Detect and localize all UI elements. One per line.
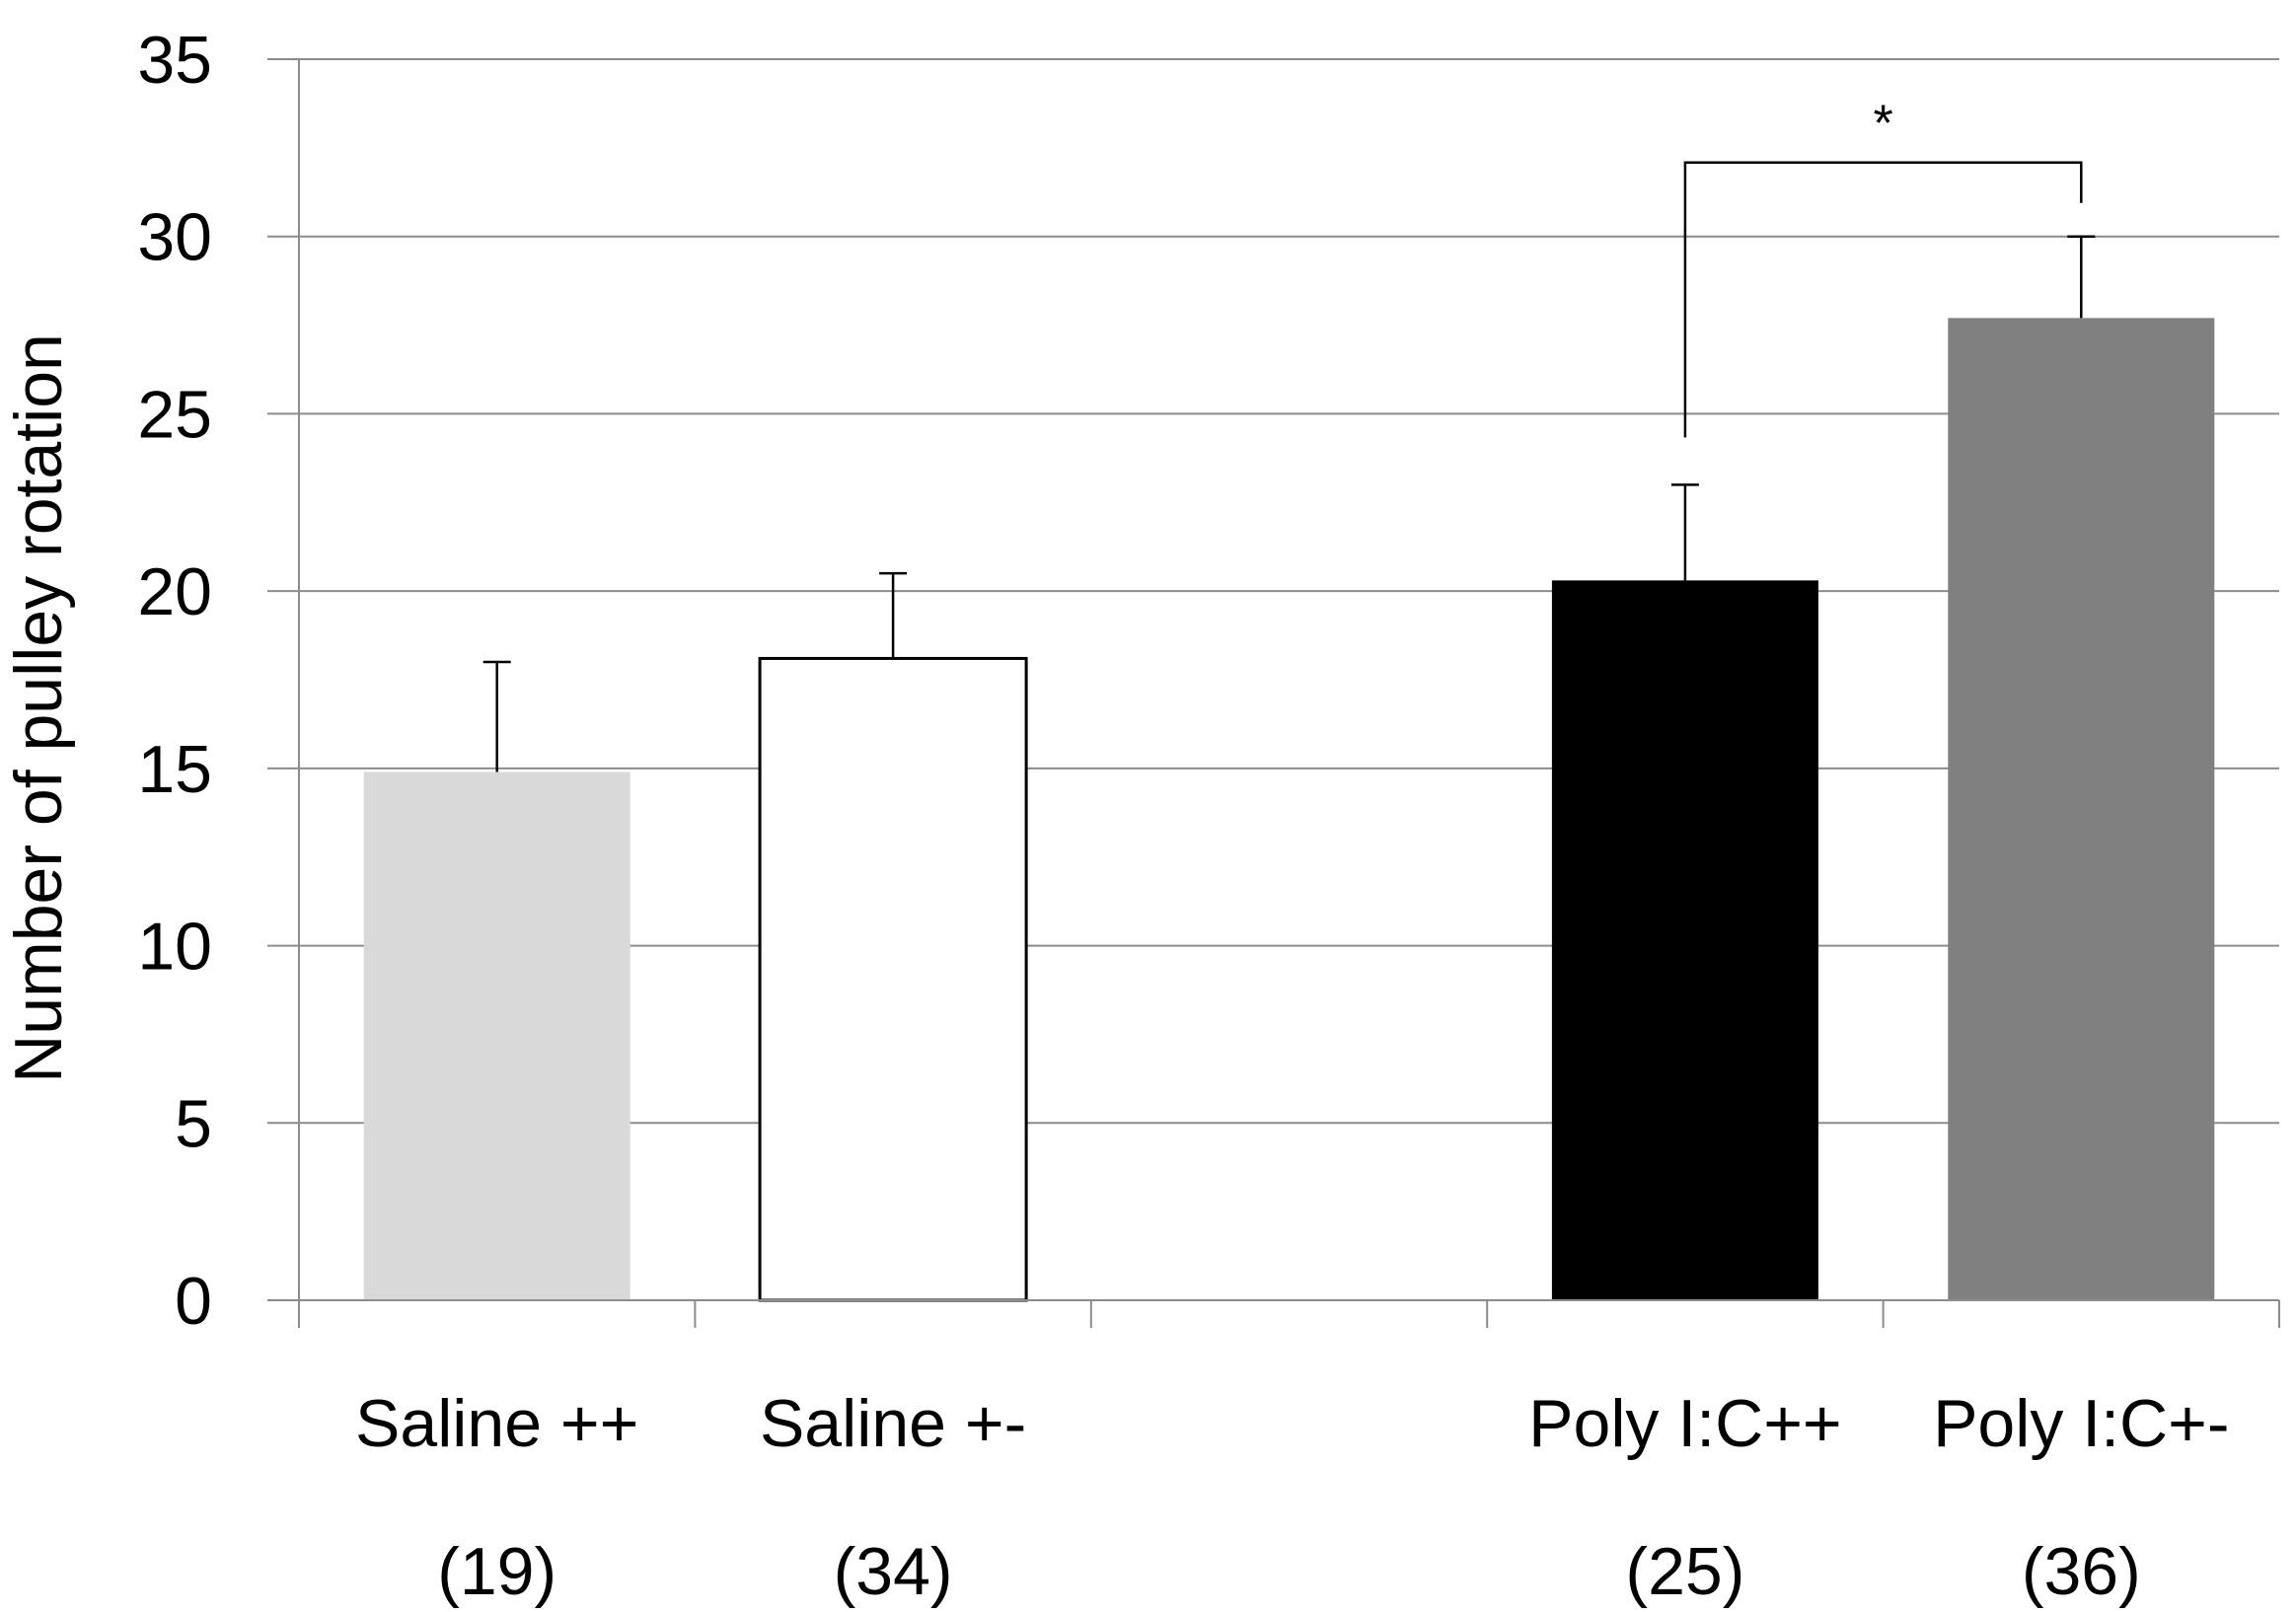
sample-size-label: (25) bbox=[1625, 1534, 1744, 1609]
y-tick-label: 15 bbox=[137, 732, 212, 807]
x-category-label: Saline +- bbox=[760, 1386, 1026, 1461]
sample-size-label: (36) bbox=[2022, 1534, 2141, 1609]
y-tick-labels: 0 5 10 15 20 25 30 35 bbox=[137, 23, 212, 1339]
y-tick-label: 0 bbox=[175, 1264, 212, 1339]
y-axis-label: Number of pulley rotation bbox=[1, 333, 76, 1083]
y-tick-label: 10 bbox=[137, 910, 212, 985]
bars bbox=[363, 318, 2215, 1302]
bar bbox=[758, 656, 1028, 1302]
sample-size-label: (34) bbox=[834, 1534, 953, 1609]
significance-star: * bbox=[1873, 96, 1892, 153]
x-category-label: Saline ++ bbox=[355, 1386, 638, 1461]
bar bbox=[1948, 318, 2215, 1301]
significance-bracket-line bbox=[1683, 161, 2083, 438]
axes bbox=[267, 58, 2280, 1328]
sample-size-label: (19) bbox=[437, 1534, 556, 1609]
significance-bracket: * bbox=[1683, 96, 2083, 438]
y-tick-label: 5 bbox=[175, 1086, 212, 1161]
y-tick-label: 35 bbox=[137, 23, 212, 98]
bar bbox=[363, 771, 630, 1300]
y-tick-label: 20 bbox=[137, 554, 212, 629]
y-tick-label: 30 bbox=[137, 200, 212, 275]
error-bars bbox=[482, 235, 2096, 772]
bar bbox=[1551, 580, 1818, 1300]
x-category-labels: Saline ++ (19) Saline +- (34) Poly I:C++ (25)… bbox=[355, 1386, 2229, 1609]
y-tick-label: 25 bbox=[137, 377, 212, 452]
x-category-label: Poly I:C++ bbox=[1528, 1386, 1842, 1461]
x-category-label: Poly I:C+- bbox=[1933, 1386, 2229, 1461]
